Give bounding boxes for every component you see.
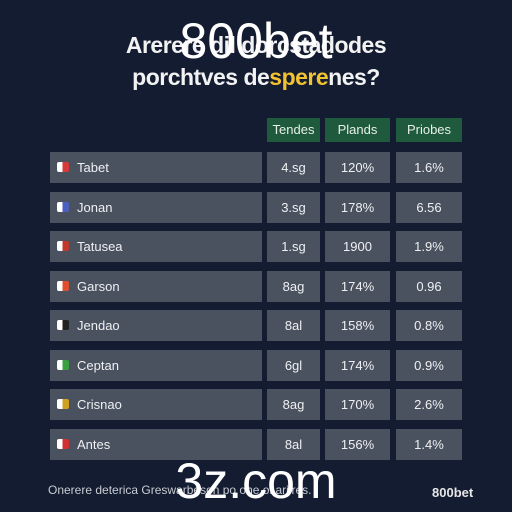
row-value: 170% xyxy=(325,389,390,420)
row-value: 120% xyxy=(325,152,390,183)
footer-note: Onerere deterica Greswarbeson po ohe ol … xyxy=(48,483,312,497)
row-value: 8al xyxy=(267,428,320,460)
row-name: Tabet xyxy=(50,152,262,183)
row-value: 0.9% xyxy=(396,349,462,381)
watermark: 3z.com xyxy=(175,453,337,509)
row-value: 0.8% xyxy=(396,310,462,341)
row-name: Ceptan xyxy=(50,349,262,381)
row-value: 174% xyxy=(325,349,390,381)
row-value: 158% xyxy=(325,310,390,341)
column-header: Priobes xyxy=(396,118,462,142)
row-value: 2.6% xyxy=(396,389,462,420)
row-value: 1.4% xyxy=(396,428,462,460)
flag-icon xyxy=(57,359,69,370)
row-value: 8ag xyxy=(267,389,320,420)
row-value: 3.sg xyxy=(267,191,320,223)
title-part: nes? xyxy=(328,64,380,90)
flag-icon xyxy=(57,399,69,409)
row-name: Jonan xyxy=(50,191,262,223)
row-value: 8ag xyxy=(267,270,320,302)
row-name: Tatusea xyxy=(50,231,262,262)
row-name: Garson xyxy=(50,270,262,302)
row-value: 1.sg xyxy=(267,231,320,262)
row-value: 174% xyxy=(325,270,390,302)
flag-icon xyxy=(57,280,69,291)
row-name: Crisnao xyxy=(50,389,262,420)
row-value: 0.96 xyxy=(396,270,462,302)
row-value: 6gl xyxy=(267,349,320,381)
row-value: 1900 xyxy=(325,231,390,262)
flag-icon xyxy=(57,162,69,172)
row-value: 1.9% xyxy=(396,231,462,262)
flag-icon xyxy=(57,438,69,449)
flag-icon xyxy=(57,201,69,212)
logo: 800bet xyxy=(432,485,474,500)
flag-icon xyxy=(57,320,69,330)
row-value: 8al xyxy=(267,310,320,341)
flag-icon xyxy=(57,241,69,251)
title-line1: Arereré dil dorcstadodes xyxy=(125,32,387,58)
title-highlight: spere xyxy=(269,64,329,90)
watermark: 800bet xyxy=(179,13,333,69)
row-name: Antes xyxy=(50,428,262,460)
row-value: 4.sg xyxy=(267,152,320,183)
column-header: Tendes xyxy=(267,118,320,142)
title-line2: porchtves desperenes? xyxy=(0,64,512,91)
column-header: Plands xyxy=(325,118,390,142)
row-value: 1.6% xyxy=(396,152,462,183)
row-value: 156% xyxy=(325,428,390,460)
row-name: Jendao xyxy=(50,310,262,341)
row-value: 6.56 xyxy=(396,191,462,223)
row-value: 178% xyxy=(325,191,390,223)
title-part: porchtves de xyxy=(132,64,270,90)
